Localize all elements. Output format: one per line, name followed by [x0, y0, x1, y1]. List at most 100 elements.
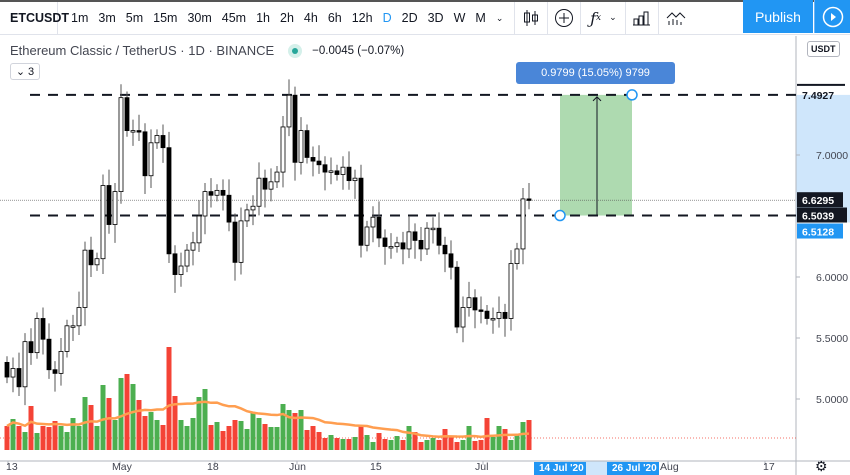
templates-icon[interactable]: [659, 2, 692, 34]
time-label-bg: [607, 462, 659, 475]
chevron-down-icon[interactable]: ⌄: [495, 12, 504, 23]
candle-body: [28, 341, 34, 354]
candle-body: [286, 94, 292, 128]
add-compare-icon[interactable]: [548, 2, 582, 34]
price-label: 6.5039: [802, 211, 834, 223]
volume-bar: [376, 433, 382, 450]
candle-body: [154, 135, 160, 144]
candle-body: [394, 242, 400, 247]
market-status-icon: [288, 43, 303, 58]
candle-body: [172, 253, 178, 275]
candles-icon[interactable]: [515, 2, 549, 34]
candle-body: [316, 160, 322, 166]
volume-bar: [322, 438, 328, 450]
volume-bar: [196, 397, 202, 450]
timeframe-2h[interactable]: 2h: [280, 11, 294, 25]
volume-bar: [514, 434, 520, 450]
time-tick-label: May: [112, 461, 133, 473]
drag-handle: [554, 209, 566, 222]
candle-body: [424, 227, 430, 250]
candle-body: [472, 297, 478, 311]
candle-body: [256, 177, 262, 207]
timeframe-2D[interactable]: 2D: [401, 11, 418, 25]
timeframe-5m[interactable]: 5m: [125, 11, 144, 25]
volume-bar: [148, 412, 154, 450]
volume-bar: [334, 438, 340, 450]
volume-ma-line: [6, 400, 530, 439]
candle-body: [208, 191, 214, 196]
candle-body: [22, 341, 28, 388]
timeframe-30m[interactable]: 30m: [187, 11, 212, 25]
candle-body: [82, 249, 88, 308]
volume-bar: [346, 439, 352, 450]
volume-bar: [460, 440, 466, 450]
candle-body: [418, 239, 424, 250]
price-label: 6.5128: [802, 227, 834, 239]
timeframe-1m[interactable]: 1m: [71, 11, 89, 25]
bar-chart-icon[interactable]: [626, 2, 660, 34]
candle-body: [442, 244, 448, 255]
candle-body: [100, 185, 106, 260]
time-tick-label: Aug: [660, 461, 679, 473]
timeframe-M[interactable]: M: [475, 11, 486, 25]
indicators-icon[interactable]: ƒ x ⌄: [581, 2, 627, 34]
candle-body: [466, 297, 472, 308]
volume-bar: [136, 400, 142, 450]
candle-body: [328, 170, 334, 173]
volume-bar: [448, 436, 454, 450]
chevron-down-icon[interactable]: ⌄: [609, 13, 617, 23]
timeframe-12h[interactable]: 12h: [351, 11, 373, 25]
timeframe-3m[interactable]: 3m: [98, 11, 116, 25]
candle-body: [376, 216, 382, 239]
candle-body: [502, 311, 508, 319]
volume-bar: [70, 418, 76, 450]
timeframe-W[interactable]: W: [453, 11, 466, 25]
volume-bar: [64, 432, 70, 450]
symbol-title: Ethereum Classic / TetherUS · 1D · BINAN…: [10, 43, 275, 58]
timeframe-45m[interactable]: 45m: [221, 11, 247, 25]
candle-body: [448, 253, 454, 268]
volume-bar: [316, 432, 322, 450]
price-tick-label: 5.0000: [816, 394, 848, 406]
timeframe-1h[interactable]: 1h: [256, 11, 271, 25]
volume-bar: [442, 429, 448, 450]
volume-bar: [466, 426, 472, 450]
candle-body: [238, 220, 244, 263]
settings-gear-icon[interactable]: ⚙: [815, 458, 828, 474]
timeframe-15m[interactable]: 15m: [153, 11, 178, 25]
replay-button[interactable]: [814, 0, 850, 33]
candle-body: [526, 198, 532, 201]
candle-body: [310, 157, 316, 162]
volume-bar: [268, 427, 274, 450]
candle-body: [508, 263, 514, 319]
volume-bar: [208, 425, 214, 450]
timeframe-D[interactable]: D: [382, 11, 392, 25]
price-label-bg: [797, 192, 843, 208]
candle-body: [454, 266, 460, 328]
candle-body: [112, 191, 118, 225]
volume-bar: [244, 429, 250, 450]
timeframe-4h[interactable]: 4h: [303, 11, 318, 25]
volume-bar: [250, 413, 256, 450]
volume-bar: [364, 435, 370, 450]
volume-bar: [94, 426, 100, 450]
volume-bar: [418, 442, 424, 450]
candle-body: [334, 170, 340, 175]
candle-body: [520, 198, 526, 250]
timeframe-6h[interactable]: 6h: [327, 11, 342, 25]
candle-body: [94, 258, 100, 266]
volume-bar: [274, 427, 280, 450]
indicators-toggle[interactable]: ⌄ 3: [10, 63, 40, 80]
timeframe-3D[interactable]: 3D: [427, 11, 444, 25]
volume-bar: [436, 440, 442, 450]
time-label-bg: [534, 462, 586, 475]
publish-button[interactable]: Publish: [743, 0, 813, 33]
price-label-bg: [797, 207, 847, 223]
symbol-search[interactable]: ETCUSDT: [0, 2, 69, 34]
currency-button[interactable]: USDT: [807, 41, 840, 57]
volume-bar: [496, 426, 502, 450]
candle-body: [400, 242, 406, 250]
candle-body: [160, 135, 166, 149]
candle-body: [298, 130, 304, 163]
